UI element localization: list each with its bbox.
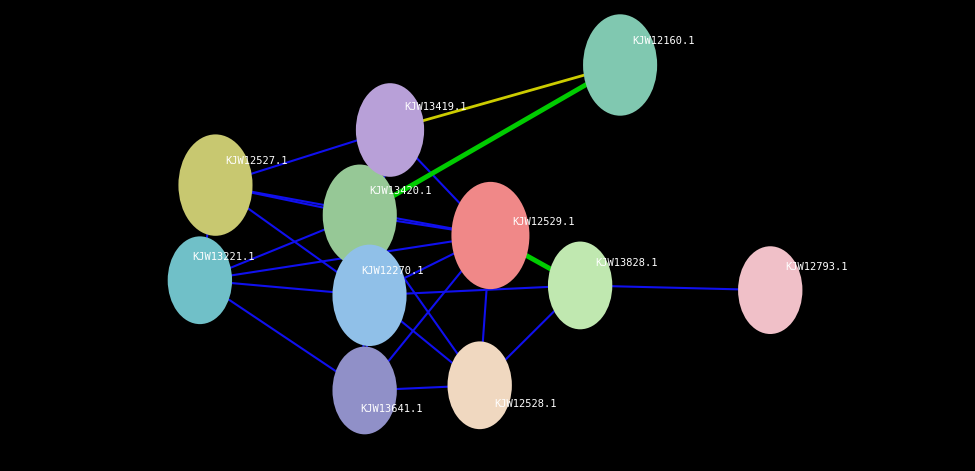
Text: KJW12527.1: KJW12527.1: [225, 156, 288, 166]
Ellipse shape: [178, 134, 253, 236]
Text: KJW12793.1: KJW12793.1: [785, 262, 847, 272]
Ellipse shape: [332, 347, 397, 434]
Ellipse shape: [738, 246, 802, 334]
Ellipse shape: [548, 242, 612, 329]
Text: KJW12160.1: KJW12160.1: [632, 36, 694, 46]
Ellipse shape: [168, 236, 232, 324]
Text: KJW13828.1: KJW13828.1: [595, 258, 657, 268]
Ellipse shape: [323, 164, 397, 266]
Ellipse shape: [448, 341, 512, 429]
Text: KJW12270.1: KJW12270.1: [362, 267, 424, 276]
Text: KJW13641.1: KJW13641.1: [360, 404, 422, 414]
Text: KJW13419.1: KJW13419.1: [405, 102, 467, 112]
Text: KJW13420.1: KJW13420.1: [370, 187, 432, 196]
Text: KJW12528.1: KJW12528.1: [494, 399, 557, 409]
Text: KJW13221.1: KJW13221.1: [192, 252, 254, 262]
Ellipse shape: [332, 244, 407, 346]
Text: KJW12529.1: KJW12529.1: [512, 217, 574, 227]
Ellipse shape: [356, 83, 424, 177]
Ellipse shape: [451, 182, 529, 289]
Ellipse shape: [583, 14, 657, 116]
